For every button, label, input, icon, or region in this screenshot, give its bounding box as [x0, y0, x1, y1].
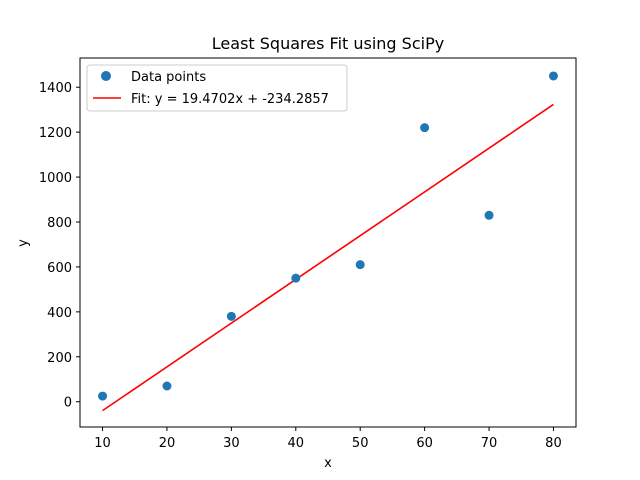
data-point	[548, 71, 558, 81]
y-axis-ticks: 0 200 400 600 800 1000 1200 1400	[39, 81, 80, 411]
y-tick-label: 1000	[39, 171, 72, 186]
chart-title: Least Squares Fit using SciPy	[212, 34, 444, 53]
y-tick-label: 600	[47, 261, 72, 276]
data-point	[98, 391, 108, 401]
x-axis-label: x	[324, 456, 332, 471]
y-tick-label: 200	[47, 351, 72, 366]
y-tick-label: 1400	[39, 81, 72, 96]
x-tick-label: 60	[416, 436, 433, 451]
x-axis-ticks: 10 20 30 40 50 60 70 80	[94, 427, 562, 451]
legend-label-data-points: Data points	[131, 70, 206, 85]
y-axis-label: y	[16, 239, 31, 247]
data-point	[162, 381, 172, 391]
y-tick-label: 0	[64, 396, 72, 411]
legend-marker-data-points	[101, 71, 111, 81]
y-tick-label: 1200	[39, 126, 72, 141]
y-tick-label: 400	[47, 306, 72, 321]
data-point	[291, 273, 301, 283]
y-tick-label: 800	[47, 216, 72, 231]
x-tick-label: 10	[94, 436, 111, 451]
fit-line	[102, 103, 554, 412]
legend: Data points Fit: y = 19.4702x + -234.285…	[86, 64, 348, 112]
x-tick-label: 40	[288, 436, 305, 451]
data-point	[226, 311, 236, 321]
x-tick-label: 30	[223, 436, 240, 451]
data-points-layer	[98, 71, 558, 401]
data-point	[484, 210, 494, 220]
data-point	[420, 123, 430, 133]
fit-line-layer	[102, 103, 554, 412]
x-tick-label: 70	[481, 436, 498, 451]
x-tick-label: 20	[159, 436, 176, 451]
data-point	[355, 260, 365, 270]
x-tick-label: 50	[352, 436, 369, 451]
plot-frame	[79, 57, 577, 428]
legend-label-fit-line: Fit: y = 19.4702x + -234.2857	[131, 92, 329, 107]
legend-box	[86, 64, 348, 112]
x-tick-label: 80	[545, 436, 562, 451]
